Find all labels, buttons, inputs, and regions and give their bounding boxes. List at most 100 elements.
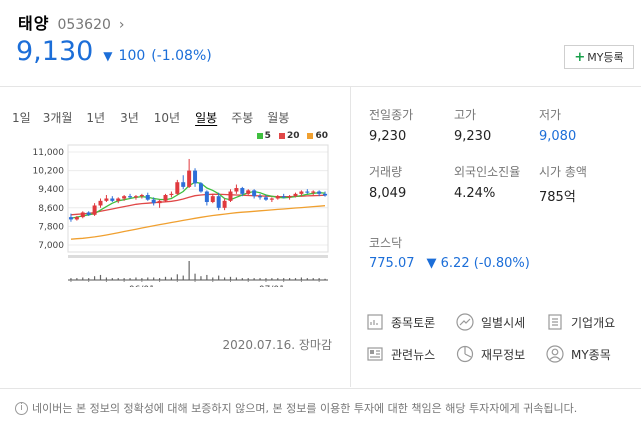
company-overview-label: 기업개요 — [571, 315, 616, 330]
candle-body — [275, 196, 280, 199]
mcap-cell: 시가 총액 785억 — [539, 164, 619, 205]
chevron-right-icon[interactable]: › — [118, 17, 125, 33]
y-tick-label: 9,400 — [38, 185, 64, 195]
candle-body — [222, 200, 227, 208]
candle-body — [110, 198, 115, 201]
y-tick-label: 8,600 — [38, 204, 64, 214]
prev-close-label: 전일종가 — [369, 108, 414, 122]
candle-body — [198, 183, 203, 192]
candle-body — [163, 195, 168, 201]
legend-ma5-swatch — [256, 133, 263, 139]
my-register-label: MY등록 — [587, 51, 624, 64]
prev-close-cell: 전일종가 9,230 — [369, 107, 449, 144]
candle-body — [175, 182, 180, 194]
stock-code[interactable]: 053620 — [57, 17, 111, 33]
legend-ma60: 60 — [307, 131, 328, 141]
daily-candle-chart[interactable]: 11,000 10,200 9,400 8,600 7,800 7,000 06/01 07/… — [0, 137, 350, 287]
tab-weekly[interactable]: 주봉 — [231, 111, 254, 125]
candle-body — [293, 193, 298, 197]
legend-ma60-label: 60 — [315, 131, 328, 141]
daily-price-link[interactable]: 일별시세 — [455, 312, 525, 332]
change-amount: 100 — [118, 48, 146, 64]
my-stock-link[interactable]: MY종목 — [545, 344, 611, 364]
timestamp: 2020.07.16. 장마감 — [222, 338, 332, 352]
tab-monthly[interactable]: 월봉 — [267, 111, 290, 125]
candle-body — [104, 198, 109, 201]
tab-3m[interactable]: 3개월 — [42, 111, 73, 125]
board-link-label: 종목토론 — [391, 315, 436, 330]
kosdaq-label[interactable]: 코스닥 — [369, 236, 403, 250]
my-register-button[interactable]: + MY등록 — [564, 45, 634, 69]
candle-body — [240, 188, 245, 194]
candle-body — [287, 196, 292, 198]
tab-daily[interactable]: 일봉 — [195, 111, 218, 125]
tab-10y[interactable]: 10년 — [153, 111, 181, 125]
trend-icon — [455, 312, 475, 332]
candle-body — [210, 196, 215, 202]
financial-info-link[interactable]: 재무정보 — [455, 344, 525, 364]
related-news-link[interactable]: 관련뉴스 — [365, 344, 435, 364]
candle-body — [204, 191, 209, 202]
disclaimer-text: 네이버는 본 정보의 정확성에 대해 보증하지 않으며, 본 정보를 이용한 투… — [32, 402, 578, 415]
candle-body — [128, 196, 133, 198]
kosdaq-value: 775.07 — [369, 256, 415, 271]
tab-1y[interactable]: 1년 — [86, 111, 106, 125]
candle-body — [263, 197, 268, 200]
legend-ma20-swatch — [278, 133, 285, 139]
candle-body — [228, 191, 233, 201]
change-percent: (-1.08%) — [151, 48, 212, 64]
candle-body — [216, 196, 221, 208]
candle-body — [68, 217, 73, 220]
candle-body — [133, 196, 138, 198]
my-stock-label: MY종목 — [571, 347, 611, 362]
board-link[interactable]: 종목토론 — [365, 312, 435, 332]
tab-3y[interactable]: 3년 — [120, 111, 139, 125]
info-icon: i — [15, 401, 28, 415]
candle-body — [145, 195, 150, 200]
plot-frame — [67, 144, 329, 253]
legend-ma5-label: 5 — [264, 131, 271, 141]
candle-body — [139, 195, 144, 197]
stock-header: 태양 053620 › — [18, 10, 125, 34]
volume-cell: 거래량 8,049 — [369, 164, 449, 201]
y-tick-label: 11,000 — [33, 148, 65, 158]
vertical-divider — [350, 87, 351, 387]
candle-body — [193, 170, 198, 184]
volume-label: 거래량 — [369, 165, 403, 179]
down-arrow-icon: ▼ — [103, 49, 113, 63]
pie-chart-icon — [455, 344, 475, 364]
legend-ma5: 5 — [256, 131, 271, 141]
candle-body — [305, 191, 310, 193]
candle-body — [116, 198, 121, 201]
candle-body — [323, 193, 328, 196]
stock-name[interactable]: 태양 — [18, 14, 50, 33]
candle-body — [122, 196, 127, 199]
disclaimer: i 네이버는 본 정보의 정확성에 대해 보증하지 않으며, 본 정보를 이용한… — [15, 400, 577, 416]
candle-body — [252, 190, 257, 197]
candle-body — [181, 182, 186, 187]
legend-ma60-swatch — [307, 133, 314, 139]
high-label: 고가 — [454, 108, 477, 122]
candle-body — [151, 199, 156, 204]
company-overview-link[interactable]: 기업개요 — [545, 312, 615, 332]
candle-body — [258, 196, 263, 198]
period-tabs: 1일 3개월 1년 3년 10년 일봉 주봉 월봉 — [12, 109, 289, 126]
divider — [0, 388, 641, 389]
candle-body — [317, 191, 322, 194]
low-label: 저가 — [539, 108, 562, 122]
plus-icon: + — [574, 49, 586, 65]
x-tick-label: 06/01 — [129, 285, 155, 287]
y-tick-label: 10,200 — [33, 167, 65, 177]
candle-body — [86, 212, 91, 215]
legend-ma20-label: 20 — [286, 131, 300, 141]
current-price: 9,130 — [16, 36, 94, 67]
ma5-line — [70, 181, 326, 219]
price-change: ▼ 100 (-1.08%) — [103, 48, 211, 64]
tab-1d[interactable]: 1일 — [12, 111, 31, 125]
news-icon — [365, 344, 385, 364]
x-tick-label: 07/01 — [259, 285, 285, 287]
financial-info-label: 재무정보 — [481, 347, 526, 362]
mcap-value: 785억 — [539, 190, 576, 205]
foreign-label: 외국인소진율 — [454, 165, 521, 179]
candle-body — [246, 190, 251, 194]
